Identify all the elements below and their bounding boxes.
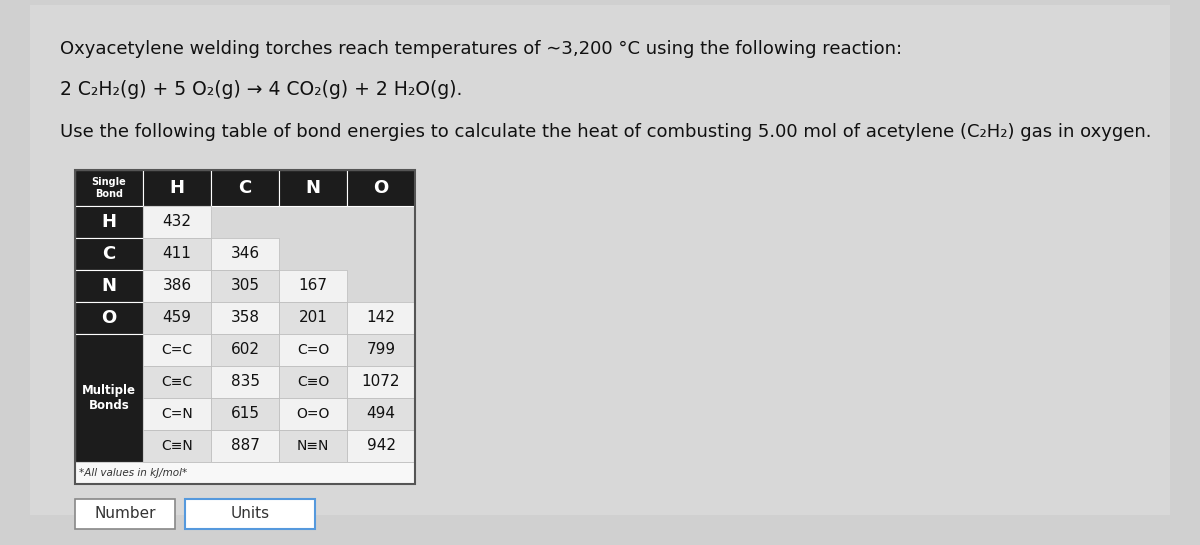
Bar <box>74 499 175 529</box>
Bar <box>143 302 211 334</box>
Text: 167: 167 <box>299 278 328 294</box>
Bar <box>278 270 347 302</box>
Text: 432: 432 <box>162 215 192 229</box>
Text: 386: 386 <box>162 278 192 294</box>
Text: 459: 459 <box>162 311 192 325</box>
Text: 2 C₂H₂(g) + 5 O₂(g) → 4 CO₂(g) + 2 H₂O(g).: 2 C₂H₂(g) + 5 O₂(g) → 4 CO₂(g) + 2 H₂O(g… <box>60 80 462 99</box>
Bar <box>278 398 347 430</box>
Text: C≡C: C≡C <box>162 375 192 389</box>
Text: Multiple
Bonds: Multiple Bonds <box>82 384 136 412</box>
Text: N: N <box>306 179 320 197</box>
Bar <box>347 366 415 398</box>
Bar <box>74 462 415 484</box>
Bar <box>143 170 211 206</box>
Text: O=O: O=O <box>296 407 330 421</box>
Bar <box>74 238 143 270</box>
Bar <box>211 430 278 462</box>
Bar <box>143 334 211 366</box>
Text: Number: Number <box>95 506 156 522</box>
Text: 602: 602 <box>230 342 259 358</box>
Text: 835: 835 <box>230 374 259 390</box>
Text: 346: 346 <box>230 246 259 262</box>
Text: 411: 411 <box>162 246 192 262</box>
Text: H: H <box>102 213 116 231</box>
Text: N: N <box>102 277 116 295</box>
Text: 799: 799 <box>366 342 396 358</box>
Text: *All values in kJ/mol*: *All values in kJ/mol* <box>79 468 187 478</box>
Bar <box>185 499 314 529</box>
Bar <box>347 430 415 462</box>
Bar <box>347 398 415 430</box>
Bar <box>143 206 211 238</box>
Bar <box>347 170 415 206</box>
Bar <box>278 302 347 334</box>
Text: C: C <box>102 245 115 263</box>
Bar <box>74 170 415 484</box>
Bar <box>143 270 211 302</box>
Text: C=C: C=C <box>162 343 192 357</box>
Bar <box>347 302 415 334</box>
Bar <box>143 398 211 430</box>
Bar <box>211 302 278 334</box>
Text: Units: Units <box>230 506 270 522</box>
Bar <box>347 334 415 366</box>
Bar <box>74 302 143 334</box>
Text: 494: 494 <box>366 407 396 421</box>
Bar <box>278 334 347 366</box>
Bar <box>74 170 143 206</box>
Text: 201: 201 <box>299 311 328 325</box>
Text: O: O <box>101 309 116 327</box>
Text: H: H <box>169 179 185 197</box>
Text: Oxyacetylene welding torches reach temperatures of ∼3,200 °C using the following: Oxyacetylene welding torches reach tempe… <box>60 40 902 58</box>
Text: C≡N: C≡N <box>161 439 193 453</box>
Bar <box>211 334 278 366</box>
Text: 358: 358 <box>230 311 259 325</box>
Bar <box>278 366 347 398</box>
Text: C=N: C=N <box>161 407 193 421</box>
Bar <box>74 270 143 302</box>
Bar <box>143 430 211 462</box>
Text: C≡O: C≡O <box>296 375 329 389</box>
Bar <box>278 430 347 462</box>
Text: 942: 942 <box>366 439 396 453</box>
Bar <box>74 206 143 238</box>
Bar <box>211 238 278 270</box>
Text: 305: 305 <box>230 278 259 294</box>
Bar <box>211 170 278 206</box>
Bar <box>74 334 143 462</box>
Text: 142: 142 <box>366 311 396 325</box>
Text: O: O <box>373 179 389 197</box>
Bar <box>143 366 211 398</box>
Text: 615: 615 <box>230 407 259 421</box>
Bar <box>278 170 347 206</box>
Text: Single
Bond: Single Bond <box>91 177 126 199</box>
Text: C=O: C=O <box>296 343 329 357</box>
Bar <box>211 398 278 430</box>
Text: C: C <box>239 179 252 197</box>
Text: 887: 887 <box>230 439 259 453</box>
Text: N≡N: N≡N <box>296 439 329 453</box>
Bar <box>211 366 278 398</box>
Text: 1072: 1072 <box>361 374 401 390</box>
Text: Use the following table of bond energies to calculate the heat of combusting 5.0: Use the following table of bond energies… <box>60 123 1152 141</box>
Bar <box>143 238 211 270</box>
Bar <box>211 270 278 302</box>
